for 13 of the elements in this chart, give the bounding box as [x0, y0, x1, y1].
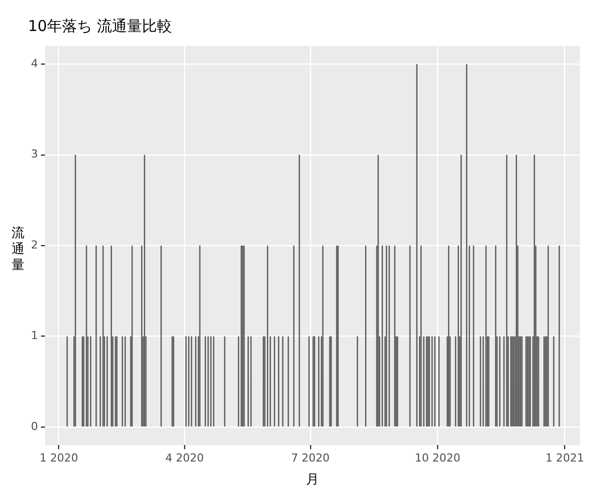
x-tick-label: 10 2020: [414, 452, 460, 465]
chart-title: 10年落ち 流通量比較: [28, 16, 172, 35]
y-tick-label: 4: [31, 57, 38, 70]
x-tick-label: 7 2020: [291, 452, 330, 465]
y-axis-title: 流通量: [10, 226, 26, 274]
x-tick-label: 4 2020: [165, 452, 204, 465]
y-tick-label: 2: [31, 238, 38, 252]
y-tick-label: 3: [31, 148, 38, 161]
x-tick-label: 1 2020: [40, 452, 78, 465]
y-tick-label: 1: [31, 329, 38, 342]
x-tick-label: 1 2021: [546, 452, 584, 465]
y-tick-label: 0: [31, 420, 38, 433]
x-axis-title: 月: [306, 472, 319, 488]
